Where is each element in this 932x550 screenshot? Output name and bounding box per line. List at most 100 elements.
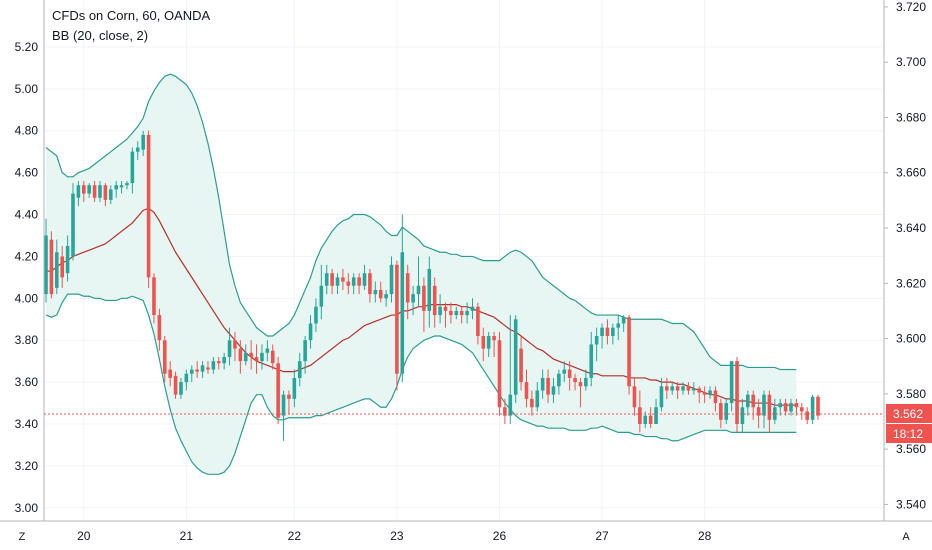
candle (103, 183, 108, 207)
candle-body (783, 403, 788, 412)
candle (335, 273, 340, 295)
last-price-label: 3.562 (893, 407, 923, 421)
candle-body (557, 373, 561, 387)
candle-body (233, 340, 237, 349)
basis-line (46, 207, 797, 406)
candle-body (405, 273, 410, 303)
candle-body (540, 377, 545, 391)
candle (44, 218, 48, 303)
indicator-title[interactable]: BB (20, close, 2) (52, 28, 149, 43)
candle-body (551, 386, 556, 395)
candle-body (427, 269, 432, 311)
candle (562, 361, 567, 383)
candle (141, 130, 145, 156)
candle-body (195, 369, 199, 372)
candle-body (454, 310, 459, 316)
candle (265, 340, 270, 362)
candle (60, 245, 64, 288)
candle (535, 382, 540, 412)
candle-body (98, 185, 102, 198)
candle (65, 235, 70, 282)
left-tick-label: 5.00 (15, 82, 39, 96)
candle-body (324, 273, 329, 286)
candle (270, 344, 275, 370)
candle (157, 308, 162, 351)
candle-body (119, 185, 124, 188)
candle-body (389, 264, 394, 295)
candle (400, 214, 405, 383)
candle (789, 398, 793, 416)
candle-body (546, 377, 550, 395)
candle-body (103, 185, 108, 200)
candle (162, 336, 167, 383)
candle-body (719, 403, 723, 420)
left-tick-label: 3.40 (15, 417, 39, 431)
candle-body (216, 361, 221, 364)
candle (303, 336, 307, 374)
candle (87, 183, 91, 198)
candle-body (800, 407, 804, 412)
candle-body (54, 252, 59, 288)
candle (346, 273, 351, 295)
candle-body (416, 285, 421, 295)
candle (378, 281, 383, 303)
candle (551, 377, 556, 404)
left-tick-label: 5.20 (15, 40, 39, 54)
candle (681, 382, 685, 395)
candle-body (497, 340, 502, 408)
candle (243, 344, 248, 366)
candle (621, 315, 626, 332)
candle (411, 285, 415, 316)
candle (368, 269, 372, 303)
candle-body (92, 185, 97, 198)
right-tick-label: 3.560 (896, 442, 926, 456)
symbol-title[interactable]: CFDs on Corn, 60, OANDA (52, 8, 211, 23)
candle (438, 294, 442, 324)
candle (659, 377, 664, 412)
candle-body (400, 252, 405, 374)
left-tick-label: 3.20 (15, 459, 39, 473)
candle-body (600, 327, 604, 337)
x-tick-label: 20 (77, 529, 91, 543)
candle-body (411, 294, 415, 303)
candle-body (481, 336, 486, 349)
candle (756, 398, 761, 429)
candle (783, 398, 788, 416)
candle (816, 394, 820, 420)
candle (540, 369, 545, 399)
candle-body (621, 317, 626, 324)
x-tick-label: 28 (698, 529, 712, 543)
candle (222, 352, 226, 370)
candle (146, 130, 151, 288)
candle-body (443, 306, 448, 311)
candle-body (632, 386, 637, 408)
candle-body (265, 348, 270, 353)
candle (108, 185, 113, 205)
candle-body (578, 382, 583, 387)
candle-body (486, 336, 491, 349)
candle (362, 264, 367, 290)
candle (524, 369, 529, 408)
candle-body (746, 394, 750, 408)
left-tick-label: 4.00 (15, 291, 39, 305)
candle (557, 369, 561, 395)
candle (308, 315, 313, 349)
candle-body (206, 367, 210, 370)
candle (611, 323, 615, 345)
candle (341, 269, 345, 290)
candle (254, 344, 259, 374)
candle-body (227, 340, 232, 357)
right-tick-label: 3.680 (896, 110, 926, 124)
candle-body (535, 390, 540, 408)
candle (584, 369, 588, 391)
left-tick-label: 4.20 (15, 249, 39, 263)
candle-body (76, 185, 81, 198)
bollinger-bands (45, 73, 797, 475)
candle (432, 277, 437, 328)
candle-body (643, 415, 648, 425)
candle-body (670, 386, 675, 391)
candle-body (438, 306, 442, 316)
candle (530, 390, 534, 416)
x-tick-label: 23 (390, 529, 404, 543)
